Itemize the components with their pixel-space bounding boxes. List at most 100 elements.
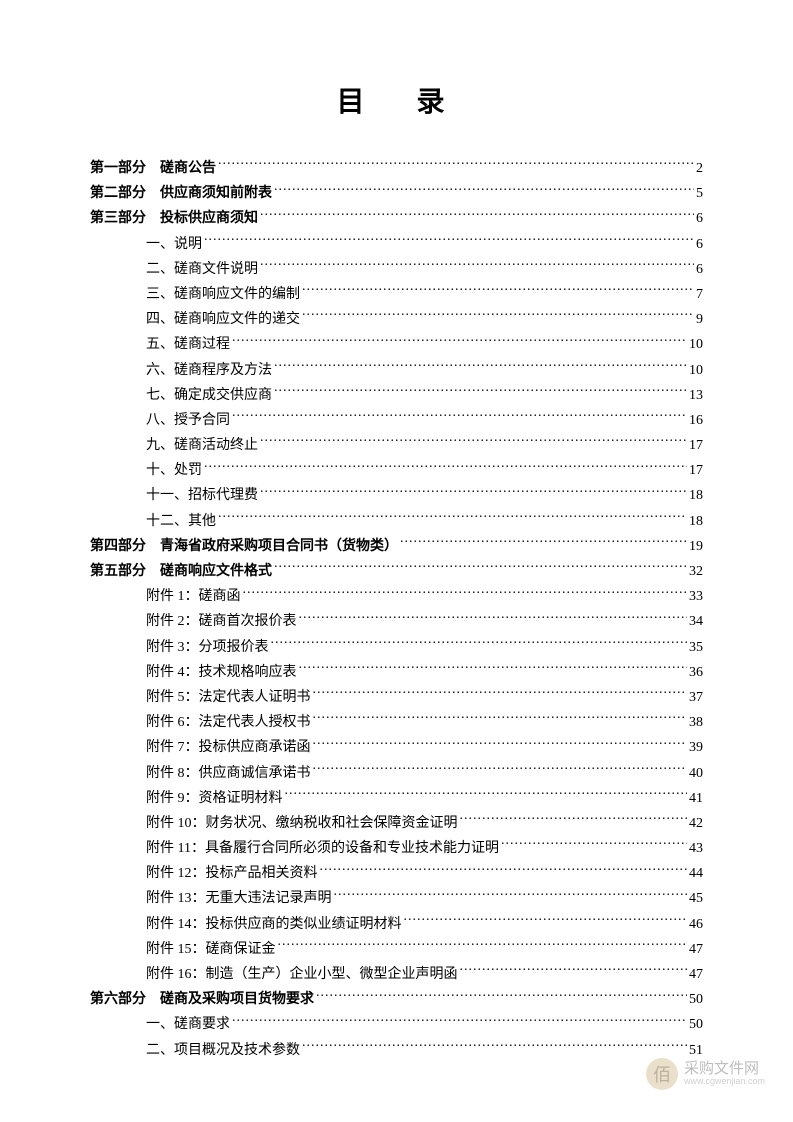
toc-row: 七、确定成交供应商13: [90, 385, 703, 407]
toc-leader-dots: [285, 788, 688, 802]
toc-leader-dots: [316, 989, 687, 1003]
toc-entry-page: 6: [696, 234, 703, 256]
toc-leader-dots: [260, 435, 687, 449]
toc-leader-dots: [501, 838, 687, 852]
toc-leader-dots: [278, 939, 688, 953]
toc-row: 三、磋商响应文件的编制7: [90, 284, 703, 306]
toc-entry-page: 18: [689, 511, 703, 533]
toc-row: 二、项目概况及技术参数51: [90, 1040, 703, 1062]
toc-entry-page: 6: [696, 259, 703, 281]
toc-entry-label: 六、磋商程序及方法: [90, 360, 272, 382]
toc-row: 第五部分 磋商响应文件格式32: [90, 561, 703, 583]
watermark-main-text: 采购文件网: [684, 1061, 765, 1078]
toc-row: 一、磋商要求 50: [90, 1014, 703, 1036]
toc-leader-dots: [232, 334, 687, 348]
toc-entry-label: 附件 13：无重大违法记录声明: [90, 888, 332, 910]
toc-leader-dots: [243, 586, 688, 600]
toc-entry-label: 二、磋商文件说明: [90, 259, 258, 281]
toc-entry-page: 39: [689, 737, 703, 759]
toc-entry-page: 2: [696, 158, 703, 180]
toc-leader-dots: [299, 662, 688, 676]
toc-entry-page: 36: [689, 662, 703, 684]
toc-leader-dots: [313, 687, 688, 701]
toc-entry-label: 一、磋商要求: [90, 1014, 230, 1036]
toc-entry-label: 十、处罚: [90, 460, 202, 482]
toc-leader-dots: [334, 888, 688, 902]
toc-leader-dots: [302, 284, 694, 298]
toc-entry-label: 附件 9：资格证明材料: [90, 788, 283, 810]
toc-entry-label: 附件 5：法定代表人证明书: [90, 687, 311, 709]
toc-entry-page: 18: [689, 485, 703, 507]
toc-row: 十一、招标代理费18: [90, 485, 703, 507]
toc-row: 四、磋商响应文件的递交 9: [90, 309, 703, 331]
watermark-text-block: 采购文件网 www.cgwenjian.com: [684, 1061, 765, 1087]
toc-row: 第三部分 投标供应商须知6: [90, 208, 703, 230]
toc-row: 附件 12：投标产品相关资料44: [90, 863, 703, 885]
toc-row: 附件 11：具备履行合同所必须的设备和专业技术能力证明43: [90, 838, 703, 860]
toc-entry-label: 附件 14：投标供应商的类似业绩证明材料: [90, 914, 402, 936]
toc-entry-label: 附件 1：磋商函: [90, 586, 241, 608]
watermark-icon: 佰: [646, 1058, 678, 1090]
toc-entry-page: 43: [689, 838, 703, 860]
toc-row: 附件 14：投标供应商的类似业绩证明材料 46: [90, 914, 703, 936]
toc-entry-page: 34: [689, 611, 703, 633]
toc-leader-dots: [260, 259, 694, 273]
toc-row: 附件 9：资格证明材料41: [90, 788, 703, 810]
toc-row: 九、磋商活动终止 17: [90, 435, 703, 457]
toc-row: 附件 8：供应商诚信承诺书40: [90, 763, 703, 785]
toc-leader-dots: [232, 1014, 687, 1028]
toc-row: 附件 15：磋商保证金47: [90, 939, 703, 961]
toc-entry-page: 46: [689, 914, 703, 936]
toc-row: 六、磋商程序及方法 10: [90, 360, 703, 382]
toc-entry-page: 9: [696, 309, 703, 331]
toc-entry-page: 5: [696, 183, 703, 205]
toc-entry-page: 35: [689, 637, 703, 659]
toc-entry-page: 37: [689, 687, 703, 709]
toc-entry-page: 50: [689, 989, 703, 1011]
toc-entry-label: 第一部分 磋商公告: [90, 158, 216, 180]
toc-row: 第四部分 青海省政府采购项目合同书（货物类） 19: [90, 536, 703, 558]
toc-entry-page: 17: [689, 435, 703, 457]
toc-entry-page: 17: [689, 460, 703, 482]
toc-leader-dots: [460, 964, 688, 978]
toc-entry-label: 附件 6：法定代表人授权书: [90, 712, 311, 734]
toc-leader-dots: [302, 1040, 687, 1054]
toc-leader-dots: [274, 360, 687, 374]
toc-entry-label: 第六部分 磋商及采购项目货物要求: [90, 989, 314, 1011]
toc-entry-label: 第四部分 青海省政府采购项目合同书（货物类）: [90, 536, 398, 558]
toc-entry-page: 16: [689, 410, 703, 432]
table-of-contents: 第一部分 磋商公告 2 第二部分 供应商须知前附表5 第三部分 投标供应商须知6 一、说…: [90, 158, 703, 1061]
toc-entry-label: 一、说明: [90, 234, 202, 256]
toc-entry-label: 附件 15：磋商保证金: [90, 939, 276, 961]
toc-leader-dots: [302, 309, 694, 323]
toc-entry-label: 五、磋商过程: [90, 334, 230, 356]
toc-row: 附件 1：磋商函33: [90, 586, 703, 608]
toc-entry-label: 三、磋商响应文件的编制: [90, 284, 300, 306]
toc-entry-label: 二、项目概况及技术参数: [90, 1040, 300, 1062]
toc-leader-dots: [400, 536, 687, 550]
toc-entry-page: 38: [689, 712, 703, 734]
toc-leader-dots: [232, 410, 687, 424]
toc-entry-label: 七、确定成交供应商: [90, 385, 272, 407]
toc-row: 十、处罚 17: [90, 460, 703, 482]
toc-entry-page: 45: [689, 888, 703, 910]
toc-row: 附件 4：技术规格响应表36: [90, 662, 703, 684]
toc-entry-label: 四、磋商响应文件的递交: [90, 309, 300, 331]
toc-entry-label: 第五部分 磋商响应文件格式: [90, 561, 272, 583]
toc-leader-dots: [218, 158, 694, 172]
toc-row: 附件 13：无重大违法记录声明 45: [90, 888, 703, 910]
toc-row: 第一部分 磋商公告 2: [90, 158, 703, 180]
toc-entry-label: 九、磋商活动终止: [90, 435, 258, 457]
toc-row: 第二部分 供应商须知前附表5: [90, 183, 703, 205]
toc-entry-page: 10: [689, 360, 703, 382]
toc-entry-page: 19: [689, 536, 703, 558]
toc-leader-dots: [218, 511, 687, 525]
toc-entry-page: 10: [689, 334, 703, 356]
toc-entry-label: 附件 12：投标产品相关资料: [90, 863, 318, 885]
toc-entry-label: 附件 8：供应商诚信承诺书: [90, 763, 311, 785]
page-title-container: 目 录: [90, 80, 703, 120]
watermark: 佰 采购文件网 www.cgwenjian.com: [646, 1058, 765, 1090]
toc-entry-label: 附件 2：磋商首次报价表: [90, 611, 297, 633]
toc-leader-dots: [299, 611, 688, 625]
toc-entry-page: 50: [689, 1014, 703, 1036]
